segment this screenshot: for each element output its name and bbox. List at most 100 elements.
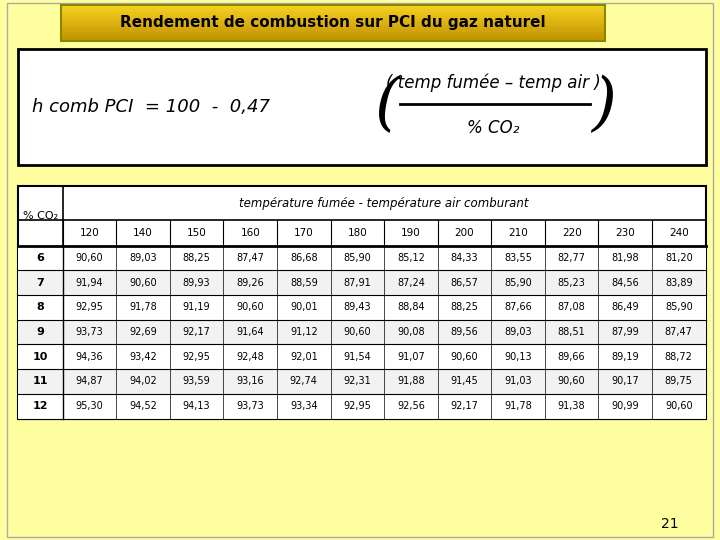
Text: 92,17: 92,17 <box>183 327 210 337</box>
Text: 93,42: 93,42 <box>129 352 157 362</box>
Text: 90,60: 90,60 <box>76 253 103 263</box>
Text: 90,17: 90,17 <box>611 376 639 387</box>
Text: 94,02: 94,02 <box>129 376 157 387</box>
Text: 200: 200 <box>455 228 474 238</box>
Text: 94,13: 94,13 <box>183 401 210 411</box>
Text: 91,88: 91,88 <box>397 376 425 387</box>
Text: 140: 140 <box>133 228 153 238</box>
Text: 12: 12 <box>32 401 48 411</box>
Bar <box>61 37 605 39</box>
Text: 88,25: 88,25 <box>183 253 210 263</box>
Text: 91,07: 91,07 <box>397 352 425 362</box>
Text: 93,73: 93,73 <box>76 327 104 337</box>
Text: 88,72: 88,72 <box>665 352 693 362</box>
Text: 8: 8 <box>37 302 44 312</box>
Text: 180: 180 <box>348 228 367 238</box>
Bar <box>61 21 605 23</box>
Text: 90,60: 90,60 <box>665 401 693 411</box>
Text: 90,13: 90,13 <box>504 352 532 362</box>
Text: 92,74: 92,74 <box>290 376 318 387</box>
Text: 91,78: 91,78 <box>504 401 532 411</box>
Text: 89,93: 89,93 <box>183 278 210 288</box>
Bar <box>18 186 706 418</box>
Text: % CO₂: % CO₂ <box>23 211 58 221</box>
Text: 89,26: 89,26 <box>236 278 264 288</box>
Text: 93,59: 93,59 <box>183 376 210 387</box>
Text: 82,77: 82,77 <box>558 253 585 263</box>
Text: 92,31: 92,31 <box>343 376 372 387</box>
Text: 84,33: 84,33 <box>451 253 478 263</box>
Text: % CO₂: % CO₂ <box>467 119 519 137</box>
Text: 89,19: 89,19 <box>611 352 639 362</box>
Text: 91,45: 91,45 <box>451 376 478 387</box>
Bar <box>61 11 605 12</box>
Text: 90,60: 90,60 <box>558 376 585 387</box>
Text: ( temp fumée – temp air ): ( temp fumée – temp air ) <box>386 73 600 92</box>
Text: ): ) <box>591 75 616 137</box>
Text: 89,03: 89,03 <box>504 327 532 337</box>
Text: 190: 190 <box>401 228 420 238</box>
Bar <box>61 39 605 40</box>
Text: 87,91: 87,91 <box>343 278 372 288</box>
Text: 88,25: 88,25 <box>451 302 479 312</box>
Bar <box>18 320 706 345</box>
Bar <box>18 270 706 295</box>
Text: 90,01: 90,01 <box>290 302 318 312</box>
Text: 92,56: 92,56 <box>397 401 425 411</box>
Text: 210: 210 <box>508 228 528 238</box>
Text: 150: 150 <box>186 228 207 238</box>
Bar <box>61 30 605 32</box>
Text: 94,52: 94,52 <box>129 401 157 411</box>
Text: 87,47: 87,47 <box>665 327 693 337</box>
Text: 95,30: 95,30 <box>76 401 104 411</box>
Text: 89,66: 89,66 <box>558 352 585 362</box>
Text: 91,19: 91,19 <box>183 302 210 312</box>
Bar <box>61 18 605 19</box>
Text: 91,38: 91,38 <box>558 401 585 411</box>
Text: 92,69: 92,69 <box>129 327 157 337</box>
Text: 89,75: 89,75 <box>665 376 693 387</box>
Text: 90,60: 90,60 <box>451 352 478 362</box>
Text: 90,99: 90,99 <box>611 401 639 411</box>
Text: 85,90: 85,90 <box>665 302 693 312</box>
Text: 81,98: 81,98 <box>611 253 639 263</box>
Text: 92,01: 92,01 <box>290 352 318 362</box>
Bar <box>18 49 706 165</box>
Text: 85,90: 85,90 <box>504 278 532 288</box>
Text: 90,60: 90,60 <box>343 327 372 337</box>
Text: 89,43: 89,43 <box>343 302 372 312</box>
Bar <box>61 28 605 30</box>
Text: 86,49: 86,49 <box>611 302 639 312</box>
Text: 92,48: 92,48 <box>236 352 264 362</box>
Text: 81,20: 81,20 <box>665 253 693 263</box>
Text: 90,08: 90,08 <box>397 327 425 337</box>
Bar <box>18 369 706 394</box>
Text: h comb PCI  = 100  -  0,47: h comb PCI = 100 - 0,47 <box>32 98 271 116</box>
Text: 88,84: 88,84 <box>397 302 425 312</box>
Text: 87,66: 87,66 <box>504 302 532 312</box>
Bar <box>61 5 605 40</box>
Text: 90,60: 90,60 <box>130 278 157 288</box>
Bar <box>61 12 605 14</box>
Bar <box>61 9 605 11</box>
Text: 6: 6 <box>37 253 45 263</box>
Bar <box>61 7 605 9</box>
Text: 88,59: 88,59 <box>290 278 318 288</box>
Text: température fumée - température air comburant: température fumée - température air comb… <box>239 197 529 210</box>
Text: 92,95: 92,95 <box>343 401 372 411</box>
Text: 87,08: 87,08 <box>558 302 585 312</box>
Bar <box>61 14 605 16</box>
Text: 90,60: 90,60 <box>236 302 264 312</box>
Text: (: ( <box>374 75 399 137</box>
Text: 7: 7 <box>37 278 44 288</box>
Bar <box>61 32 605 33</box>
Bar <box>61 25 605 26</box>
Bar <box>18 246 706 270</box>
Text: 93,16: 93,16 <box>236 376 264 387</box>
Text: 21: 21 <box>661 517 678 531</box>
Text: 11: 11 <box>32 376 48 387</box>
Text: 10: 10 <box>32 352 48 362</box>
Text: 93,34: 93,34 <box>290 401 318 411</box>
Text: 92,95: 92,95 <box>183 352 210 362</box>
Text: 94,36: 94,36 <box>76 352 103 362</box>
